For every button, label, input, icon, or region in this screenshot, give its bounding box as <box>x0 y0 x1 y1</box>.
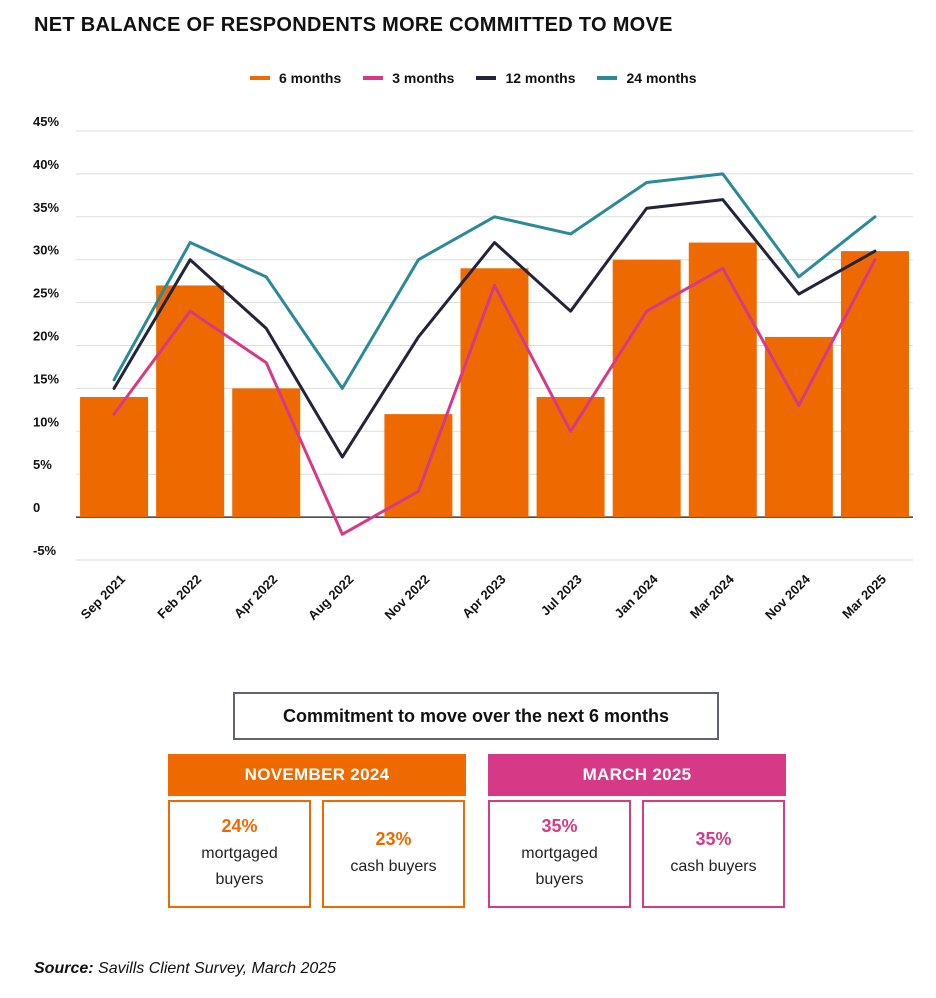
x-tick-label: Nov 2024 <box>762 571 814 623</box>
line-bar-chart: 45% 40% 35% 30% 25% 20% 15% 10% 5% 0 -5% Sep 2021 Fe… <box>33 114 913 623</box>
y-tick-label: -5% <box>33 543 57 558</box>
y-tick-label: 30% <box>33 243 59 258</box>
x-tick-label: Mar 2024 <box>687 571 738 622</box>
stat-label: mortgaged buyers <box>201 844 278 888</box>
source-text: Savills Client Survey, March 2025 <box>93 960 337 977</box>
y-tick-label: 5% <box>33 457 52 472</box>
bar-6-months <box>536 396 605 518</box>
stat-value: 35% <box>695 828 732 849</box>
stat-box-nov-mortgaged: 24% mortgaged buyers <box>168 800 311 908</box>
period-header-november-2024: NOVEMBER 2024 <box>168 754 466 796</box>
line-12-months <box>112 198 877 459</box>
y-tick-label: 20% <box>33 329 59 344</box>
source-note: Source: Savills Client Survey, March 202… <box>34 960 336 978</box>
y-tick-label: 45% <box>33 114 59 129</box>
legend-item-12-months: 12 months <box>476 70 575 86</box>
bar-6-months <box>156 285 225 518</box>
commitment-panel-title: Commitment to move over the next 6 month… <box>233 692 719 740</box>
period-header-march-2025: MARCH 2025 <box>488 754 786 796</box>
stat-label: mortgaged buyers <box>521 844 598 888</box>
legend-item-24-months: 24 months <box>597 70 697 86</box>
x-tick-label: Feb 2022 <box>154 572 204 622</box>
stat-label: cash buyers <box>350 857 437 875</box>
stat-value: 35% <box>541 815 578 836</box>
chart-title: NET BALANCE OF RESPONDENTS MORE COMMITTE… <box>34 14 673 36</box>
bar-6-months <box>232 388 301 518</box>
legend-swatch <box>597 76 618 80</box>
y-tick-label: 0 <box>33 500 40 515</box>
bar-6-months <box>688 242 757 518</box>
bar-6-months <box>840 251 909 518</box>
x-tick-label: Mar 2025 <box>839 572 889 622</box>
line-24-months <box>112 172 877 390</box>
x-tick-label: Sep 2021 <box>78 572 128 622</box>
bar-6-months <box>460 268 529 518</box>
x-tick-label: Apr 2022 <box>231 572 280 621</box>
stat-box-mar-cash: 35% cash buyers <box>642 800 785 908</box>
legend-swatch <box>363 76 384 80</box>
x-tick-label: Aug 2022 <box>305 572 356 623</box>
legend-swatch <box>476 76 497 80</box>
stat-value: 23% <box>375 828 412 849</box>
x-tick-label: Jul 2023 <box>538 572 585 619</box>
legend-item-3-months: 3 months <box>363 70 454 86</box>
y-tick-label: 10% <box>33 414 59 429</box>
x-tick-label: Apr 2023 <box>459 572 508 621</box>
bar-6-months <box>612 259 681 518</box>
y-tick-label: 40% <box>33 157 59 172</box>
x-tick-label: Nov 2022 <box>382 572 433 623</box>
source-prefix: Source: <box>34 960 94 977</box>
legend-label: 3 months <box>392 70 455 86</box>
x-tick-label: Jan 2024 <box>611 571 661 621</box>
y-tick-label: 25% <box>33 286 59 301</box>
legend-label: 12 months <box>505 70 576 86</box>
legend-label: 6 months <box>279 70 342 86</box>
stat-label: cash buyers <box>670 857 757 875</box>
stat-box-mar-mortgaged: 35% mortgaged buyers <box>488 800 631 908</box>
bar-6-months <box>80 396 149 518</box>
legend-label: 24 months <box>626 70 697 86</box>
stat-box-nov-cash: 23% cash buyers <box>322 800 465 908</box>
line-3-months <box>112 258 877 536</box>
stat-value: 24% <box>221 815 258 836</box>
y-tick-label: 15% <box>33 371 59 386</box>
chart-legend: 6 months 3 months 12 months 24 months <box>250 70 719 86</box>
legend-item-6-months: 6 months <box>250 70 341 86</box>
legend-swatch <box>250 76 270 80</box>
y-tick-label: 35% <box>33 200 59 215</box>
